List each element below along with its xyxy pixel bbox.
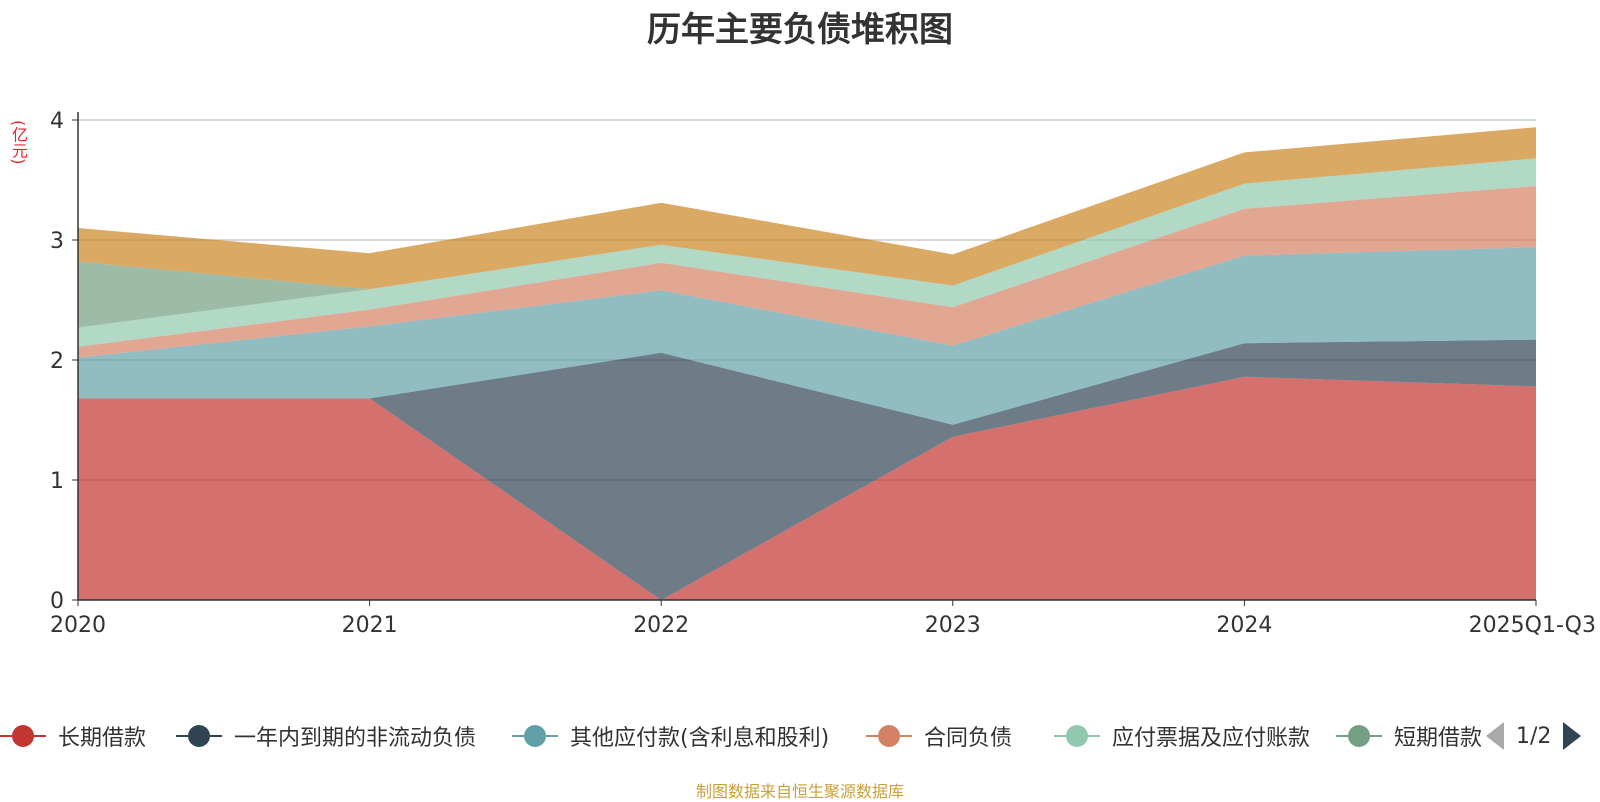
- legend-marker-icon: [512, 724, 558, 748]
- legend-marker-icon: [0, 724, 46, 748]
- legend-label: 应付票据及应付账款: [1112, 726, 1311, 751]
- legend-marker-icon: [866, 724, 912, 748]
- y-tick-label: 4: [50, 109, 64, 134]
- legend-label: 长期借款: [58, 726, 147, 751]
- legend-marker-dot: [524, 725, 546, 747]
- legend-item[interactable]: 长期借款: [0, 718, 146, 754]
- y-tick-label: 0: [50, 589, 64, 614]
- legend-marker-dot: [1066, 725, 1088, 747]
- legend-item[interactable]: 其他应付款(含利息和股利): [512, 718, 829, 754]
- legend-pager: 1/2: [1486, 718, 1582, 754]
- legend-label: 一年内到期的非流动负债: [234, 726, 477, 751]
- legend-marker-dot: [878, 725, 900, 747]
- x-tick-label: 2021: [342, 613, 398, 638]
- stacked-area-chart: 0 1 2 3 4 2020 2021 2022 2023 2024 2025Q1-Q3: [50, 109, 1596, 638]
- x-tick-label: 2024: [1216, 613, 1272, 638]
- legend-label: 其他应付款(含利息和股利): [570, 726, 830, 751]
- area-其他: [78, 127, 1536, 290]
- area-series: [78, 127, 1536, 600]
- legend-page-indicator: 1/2: [1516, 723, 1552, 749]
- y-tick-label: 2: [50, 349, 64, 374]
- area-其他应付款(含利息和股利): [78, 247, 1536, 425]
- x-tick-label: 2022: [633, 613, 689, 638]
- legend-marker-dot: [188, 725, 210, 747]
- area-合同负债: [78, 186, 1536, 358]
- legend-item[interactable]: 一年内到期的非流动负债: [176, 718, 476, 754]
- legend-item[interactable]: 应付票据及应付账款: [1054, 718, 1310, 754]
- legend-marker-icon: [1054, 724, 1100, 748]
- legend-item[interactable]: 合同负债: [866, 718, 1012, 754]
- source-note: 制图数据来自恒生聚源数据库: [695, 782, 904, 801]
- area-应付票据及应付账款: [78, 158, 1536, 347]
- legend-marker-icon: [1336, 724, 1382, 748]
- legend-marker-dot: [12, 725, 34, 747]
- area-一年内到期的非流动负债: [78, 339, 1536, 600]
- legend-items: 长期借款 一年内到期的非流动负债 其他应付款(含利息和股利) 合同负债 应付票据及应付账…: [0, 718, 1482, 754]
- legend-next-page-icon[interactable]: [1563, 722, 1582, 750]
- chart-title: 历年主要负债堆积图: [647, 10, 953, 50]
- area-长期借款: [78, 376, 1536, 600]
- legend-marker-icon: [176, 724, 222, 748]
- axes: 0 1 2 3 4 2020 2021 2022 2023 2024 2025Q1-Q3: [50, 109, 1596, 638]
- legend-label: 合同负债: [924, 726, 1013, 751]
- legend: 长期借款 一年内到期的非流动负债 其他应付款(含利息和股利) 合同负债 应付票据及应付账…: [0, 718, 1600, 754]
- x-tick-label: 2020: [50, 613, 106, 638]
- legend-item[interactable]: 短期借款: [1336, 718, 1482, 754]
- legend-prev-page-icon[interactable]: [1486, 722, 1504, 750]
- legend-marker-dot: [1348, 725, 1370, 747]
- y-axis-unit-label: (亿元): [9, 120, 28, 165]
- y-tick-label: 3: [50, 229, 64, 254]
- y-tick-label: 1: [50, 469, 64, 494]
- legend-label: 短期借款: [1394, 726, 1482, 751]
- x-tick-label: 2023: [925, 613, 981, 638]
- x-tick-label: 2025Q1-Q3: [1469, 613, 1596, 638]
